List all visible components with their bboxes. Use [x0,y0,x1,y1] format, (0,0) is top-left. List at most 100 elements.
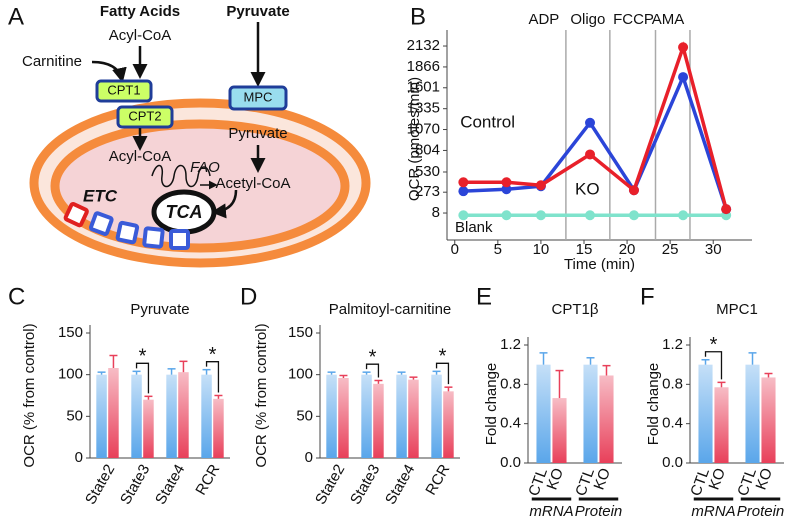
x-tick-label: 25 [662,241,679,258]
panel-label: A [8,3,24,30]
bar [166,374,177,458]
x-axis-label: Time (min) [564,256,635,273]
y-tick-label: 50 [296,407,313,424]
data-point [585,117,596,128]
data-point [585,210,596,221]
y-tick-label: 0 [75,449,83,466]
y-tick-label: 150 [58,324,83,341]
cpt1-box [95,79,153,103]
x-tick-label: State3 [117,461,153,507]
group-label: Protein [575,503,623,520]
y-tick-label: 8 [432,204,440,221]
group-label: mRNA [691,503,735,520]
cpt2-box [116,105,174,129]
data-point [678,210,689,221]
x-tick-label: State3 [347,461,383,507]
y-axis-label: OCR (% from control) [253,323,270,467]
y-tick-label: 0 [305,449,313,466]
inner-membrane [50,119,350,253]
y-tick-label: 1335 [407,100,440,117]
y-axis-label: OCR (pmoles/min) [406,77,423,201]
series-label: Blank [455,219,493,236]
bar [131,374,142,458]
y-tick-label: 50 [66,407,83,424]
event-label: FCCP [613,11,654,28]
y-tick-label: 530 [415,163,440,180]
bar [373,383,384,458]
significance-bracket [704,351,723,380]
label: Pyruvate [226,3,289,20]
bar [396,374,407,458]
data-point [678,72,689,83]
bar [338,378,349,458]
chart-title: MPC1 [716,301,758,318]
event-label: ADP [528,11,559,28]
significance-bracket [205,361,220,393]
bar [326,374,337,458]
x-tick-label: RCR [192,461,223,498]
bar [761,377,776,463]
data-point [535,180,546,191]
data-point [678,42,689,53]
data-point [458,210,469,221]
y-tick-label: 0.0 [662,454,683,471]
bar [108,368,119,458]
bar [178,372,189,458]
x-tick-label: KO [753,466,776,492]
x-tick-label: 20 [619,241,636,258]
data-point [628,210,639,221]
panel-a: A Fatty Acids Pyruvate Acyl-CoA Carnitin… [8,3,371,268]
significance-label: * [209,344,217,366]
panel-label: E [476,283,492,310]
significance-label: * [710,334,718,356]
group-label: Protein [737,503,785,520]
mpc-box [228,85,288,111]
panel-label: F [640,283,655,310]
label: TCA [166,202,203,222]
chart-title: Pyruvate [130,301,189,318]
significance-bracket [135,362,150,394]
y-axis-label: Fold change [645,363,662,446]
x-tick-label: State2 [82,461,118,507]
data-point [501,210,512,221]
x-tick-label: RCR [422,461,453,498]
etc-complex [115,220,140,245]
data-point [628,185,639,196]
y-tick-label: 0.8 [662,375,683,392]
y-tick-label: 1.2 [662,336,683,353]
x-tick-label: 10 [533,241,550,258]
data-point [458,186,469,197]
bar [583,364,598,463]
y-tick-label: 0.4 [500,415,521,432]
bar [96,374,107,458]
etc-complex [142,226,165,249]
y-tick-label: 100 [58,366,83,383]
y-tick-label: 100 [288,366,313,383]
bar [443,391,454,458]
data-point [501,184,512,195]
y-tick-label: 150 [288,324,313,341]
etc-complex [63,202,89,228]
series-label: Control [460,112,515,131]
label: Acetyl-CoA [215,175,290,192]
bar [361,374,372,458]
bar [698,364,713,463]
label: MPC [244,89,273,104]
bar [536,364,551,463]
bar [143,399,154,458]
label: ETC [83,186,118,205]
bar [714,387,729,463]
label: CPT1 [107,82,140,97]
y-tick-label: 2132 [407,37,440,54]
x-tick-label: 30 [705,241,722,258]
significance-bracket [435,362,450,385]
significance-label: * [139,346,147,368]
label: Acyl-CoA [109,27,172,44]
label: Carnitine [22,53,82,70]
panel-label: D [240,283,257,310]
y-axis-label: OCR (% from control) [21,323,38,467]
group-label: mRNA [529,503,573,520]
etc-complex [169,229,190,250]
fao-coil [151,164,211,188]
x-tick-label: KO [706,466,729,492]
